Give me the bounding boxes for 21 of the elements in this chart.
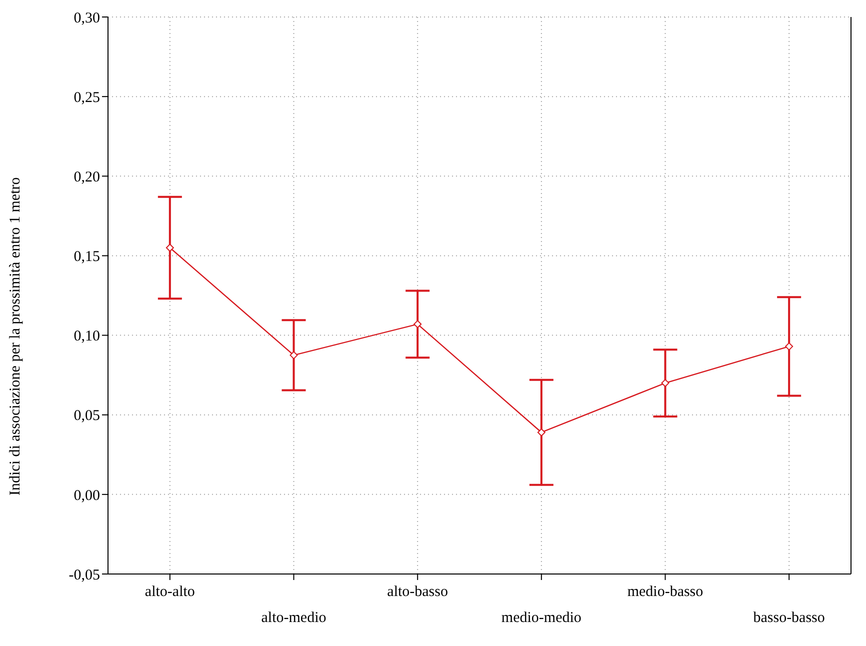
x-tick-label: medio-basso — [627, 584, 704, 600]
y-tick-label: 0,00 — [74, 488, 100, 504]
y-tick-label: 0,10 — [74, 328, 100, 345]
x-tick-label: medio-medio — [501, 610, 582, 626]
y-tick-label: 0,25 — [74, 90, 100, 106]
point — [661, 379, 670, 388]
point — [414, 320, 422, 328]
x-tick-label: alto-alto — [144, 584, 195, 600]
y-tick-label: 0,20 — [74, 169, 100, 186]
point — [537, 428, 546, 436]
point — [166, 244, 174, 252]
y-tick-label: 0,15 — [74, 249, 100, 266]
x-tick-label: alto-basso — [387, 584, 448, 600]
point — [290, 351, 298, 360]
x-tick-label: basso-basso — [753, 610, 825, 626]
y-axis-title: Indici di associazione per la prossimità entro 1 metro — [7, 177, 24, 496]
point — [785, 342, 794, 350]
y-tick-label: 0,05 — [74, 408, 100, 424]
y-tick-label: -0,05 — [68, 567, 100, 584]
y-tick-label: 0,30 — [74, 10, 100, 26]
x-tick-label: alto-medio — [261, 610, 326, 626]
